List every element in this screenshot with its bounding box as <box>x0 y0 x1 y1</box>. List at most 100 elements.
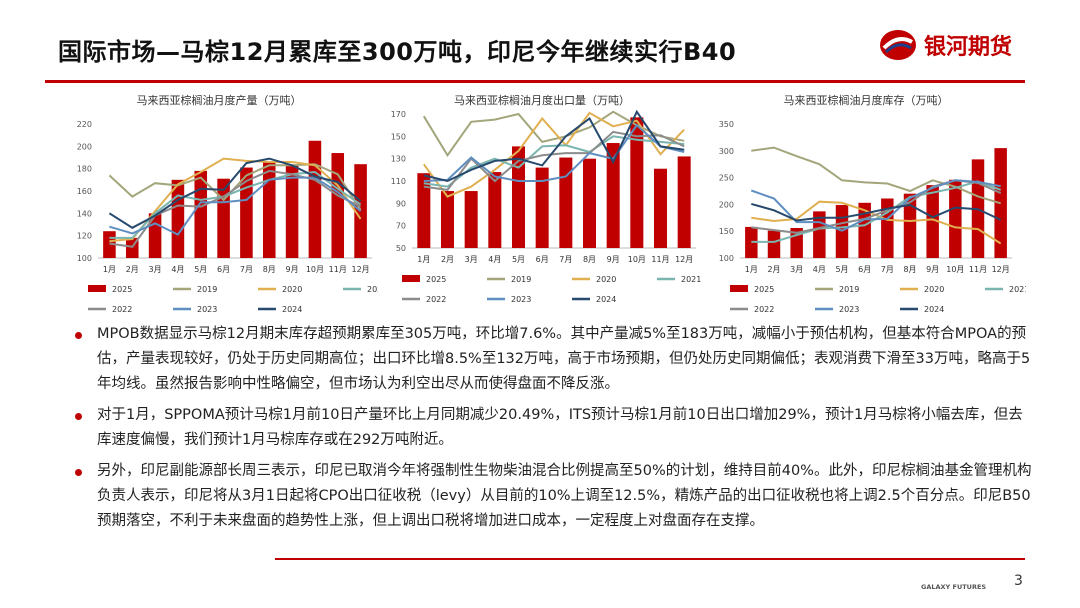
bar-2025 <box>488 172 502 248</box>
x-tick-label: 4月 <box>171 265 184 274</box>
series-line-2019 <box>751 146 1001 205</box>
x-tick-label: 2月 <box>767 265 780 274</box>
y-tick-label: 350 <box>719 120 734 129</box>
bullet-dot <box>75 413 82 420</box>
bullet-text: MPOB数据显示马棕12月期末库存超预期累库至305万吨，环比增7.6%。其中产… <box>97 326 1031 392</box>
y-tick-label: 180 <box>77 165 92 174</box>
y-tick-label: 160 <box>77 187 92 196</box>
y-tick-label: 120 <box>77 232 92 241</box>
bar-2025 <box>606 143 620 248</box>
legend-label-2021: 2021 <box>367 285 378 294</box>
x-tick-label: 12月 <box>992 265 1010 274</box>
legend-label-2024: 2024 <box>596 295 616 304</box>
x-tick-label: 8月 <box>903 265 916 274</box>
y-tick-label: 140 <box>77 209 92 218</box>
y-tick-label: 110 <box>391 177 406 186</box>
bar-2025 <box>464 191 478 248</box>
bar-2025 <box>903 193 917 258</box>
export-chart: 马来西亚棕榈油月度出口量（万吨） 50 70 90 110 130 150 170 1月 2月 3月… <box>391 93 702 304</box>
series-line-2024 <box>423 109 685 183</box>
x-tick-label: 5月 <box>194 265 207 274</box>
series-line-2022 <box>751 179 1002 234</box>
bar-2025 <box>171 179 185 258</box>
bullet-list: MPOB数据显示马棕12月期末库存超预期累库至305万吨，环比增7.6%。其中产… <box>75 322 1035 540</box>
legend-label-2024: 2024 <box>282 305 302 313</box>
bar-2025 <box>559 157 573 248</box>
y-tick-label: 200 <box>719 200 734 209</box>
x-tick-label: 7月 <box>881 265 894 274</box>
series-line-2023 <box>109 176 362 236</box>
x-tick-label: 6月 <box>217 265 230 274</box>
bar-2025 <box>194 170 208 258</box>
inventory-chart: 马来西亚棕榈油月度库存（万吨） 100 150 200 250 300 350 1月 2月 3月 4… <box>719 93 1026 313</box>
legend-label-2020: 2020 <box>282 285 302 294</box>
x-tick-label: 9月 <box>286 265 299 274</box>
bullet-dot <box>75 469 82 476</box>
legend-label-2023: 2023 <box>197 305 217 313</box>
bullet-text: 对于1月，SPPOMA预计马棕1月前10日产量环比上月同期减少20.49%，IT… <box>97 407 1023 448</box>
x-tick-label: 7月 <box>240 265 253 274</box>
x-tick-label: 11月 <box>651 255 669 264</box>
x-tick-label: 9月 <box>926 265 939 274</box>
x-tick-label: 4月 <box>488 255 501 264</box>
bar-2025 <box>767 230 781 258</box>
x-tick-label: 1月 <box>417 255 430 264</box>
legend-label-2021: 2021 <box>1009 285 1026 294</box>
legend-label-2022: 2022 <box>112 305 132 313</box>
title-divider <box>45 80 1025 83</box>
bar-2025 <box>285 165 299 258</box>
legend-label-2020: 2020 <box>596 275 616 284</box>
x-tick-label: 10月 <box>946 265 964 274</box>
bar-2025 <box>535 167 549 248</box>
legend-label-2020: 2020 <box>924 285 944 294</box>
x-tick-label: 4月 <box>813 265 826 274</box>
x-tick-label: 3月 <box>149 265 162 274</box>
legend-label-2025: 2025 <box>112 285 132 294</box>
page-number: 3 <box>1014 573 1023 589</box>
legend-label-2019: 2019 <box>197 285 217 294</box>
x-tick-label: 10月 <box>306 265 324 274</box>
series-line-2022 <box>109 169 362 248</box>
legend-label-2023: 2023 <box>839 305 859 313</box>
legend-label-2024: 2024 <box>924 305 944 313</box>
legend-label-2021: 2021 <box>681 275 701 284</box>
series-line-2020 <box>422 111 685 198</box>
bar-2025 <box>417 173 431 248</box>
y-tick-label: 220 <box>77 120 92 129</box>
logo-text: 银河期货 <box>924 35 1013 60</box>
y-tick-label: 170 <box>391 110 406 119</box>
galaxy-logo-icon <box>880 30 916 60</box>
legend-label-2022: 2022 <box>754 305 774 313</box>
bar-2025 <box>440 191 455 248</box>
legend-swatch-2025 <box>88 285 106 292</box>
legend-swatch-2025 <box>730 285 748 292</box>
series-line-2023 <box>750 179 1001 232</box>
series-line-2022 <box>423 130 685 191</box>
x-tick-label: 7月 <box>559 255 572 264</box>
series-line-2020 <box>109 157 362 243</box>
y-tick-label: 300 <box>719 147 734 156</box>
x-tick-label: 3月 <box>465 255 478 264</box>
x-tick-label: 8月 <box>263 265 276 274</box>
series-line-2024 <box>751 202 1002 222</box>
chart-title: 马来西亚棕榈油月度产量（万吨） <box>137 93 302 107</box>
y-tick-label: 250 <box>719 174 734 183</box>
x-tick-label: 12月 <box>351 265 369 274</box>
y-tick-label: 150 <box>391 132 406 141</box>
x-tick-label: 11月 <box>329 265 347 274</box>
legend-label-2025: 2025 <box>426 275 446 284</box>
bar-2025 <box>331 153 345 258</box>
bar-2025 <box>949 179 962 258</box>
bar-2025 <box>511 146 526 248</box>
x-tick-label: 1月 <box>745 265 758 274</box>
x-tick-label: 5月 <box>835 265 848 274</box>
y-tick-label: 90 <box>396 199 406 208</box>
bullet-text: 另外，印尼副能源部长周三表示，印尼已取消今年将强制性生物柴油混合比例提高至50%… <box>97 463 1032 529</box>
x-tick-label: 10月 <box>628 255 646 264</box>
x-tick-label: 2月 <box>126 265 139 274</box>
bar-2025 <box>262 161 276 258</box>
x-tick-label: 12月 <box>675 255 693 264</box>
series-line-2024 <box>108 157 362 229</box>
bullet-item: 对于1月，SPPOMA预计马棕1月前10日产量环比上月同期减少20.49%，IT… <box>75 403 1035 453</box>
x-tick-label: 1月 <box>103 265 116 274</box>
